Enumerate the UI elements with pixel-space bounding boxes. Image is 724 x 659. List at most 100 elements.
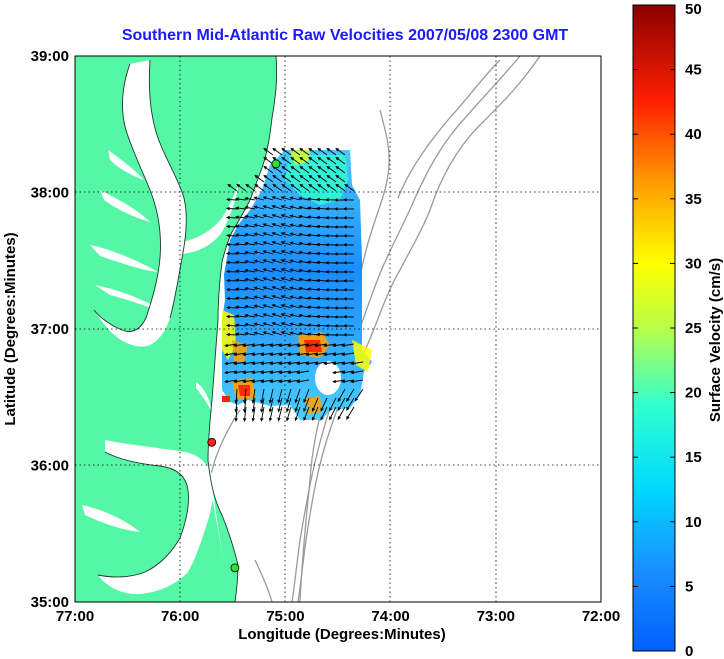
velocity-arrow bbox=[260, 361, 274, 366]
velocity-arrow bbox=[333, 324, 346, 328]
velocity-arrow bbox=[235, 242, 247, 246]
velocity-arrow bbox=[311, 397, 319, 412]
x-tick-label: 72:00 bbox=[582, 608, 620, 625]
velocity-arrow bbox=[290, 174, 301, 183]
velocity-arrow bbox=[326, 147, 337, 156]
velocity-arrow bbox=[243, 406, 247, 422]
velocity-arrow bbox=[307, 206, 319, 210]
velocity-arrow bbox=[289, 286, 301, 291]
velocity-arrow bbox=[333, 315, 346, 319]
velocity-arrow bbox=[280, 277, 292, 282]
velocity-arrow bbox=[326, 156, 337, 165]
velocity-arrow bbox=[271, 223, 283, 228]
velocity-arrow bbox=[233, 379, 247, 384]
velocity-arrow bbox=[332, 343, 346, 348]
velocity-arrow bbox=[333, 216, 346, 220]
velocity-arrow bbox=[225, 323, 238, 328]
velocity-arrow bbox=[286, 406, 292, 422]
velocity-arrow bbox=[333, 234, 346, 238]
y-tick-label: 36:00 bbox=[31, 458, 69, 475]
velocity-arrow bbox=[262, 277, 274, 282]
velocity-arrow bbox=[271, 304, 283, 309]
velocity-arrow bbox=[263, 147, 274, 156]
velocity-arrow bbox=[262, 322, 274, 327]
velocity-arrow bbox=[308, 165, 319, 174]
velocity-arrow bbox=[271, 241, 283, 246]
velocity-arrow bbox=[271, 277, 283, 282]
velocity-arrow bbox=[235, 287, 247, 291]
velocity-arrow bbox=[253, 322, 265, 327]
velocity-arrow bbox=[298, 268, 310, 273]
velocity-arrow bbox=[235, 197, 247, 201]
velocity-arrow bbox=[260, 406, 265, 422]
velocity-arrow bbox=[333, 198, 346, 202]
velocity-arrow bbox=[317, 147, 328, 156]
velocity-arrow bbox=[298, 295, 310, 300]
velocity-arrow bbox=[280, 223, 292, 228]
velocity-arrow bbox=[225, 215, 238, 220]
velocity-arrow bbox=[234, 406, 238, 422]
velocity-arrow bbox=[271, 268, 283, 273]
velocity-arrow bbox=[317, 183, 328, 192]
velocity-arrow bbox=[251, 343, 265, 348]
velocity-arrow bbox=[323, 343, 337, 348]
velocity-arrow bbox=[280, 259, 292, 264]
velocity-arrow bbox=[290, 165, 301, 174]
velocity-arrow bbox=[307, 305, 319, 309]
velocity-arrow bbox=[317, 156, 328, 165]
velocity-arrow bbox=[307, 296, 319, 300]
velocity-arrow bbox=[287, 352, 301, 357]
velocity-arrow bbox=[268, 406, 274, 422]
velocity-arrow bbox=[280, 196, 292, 201]
velocity-arrow bbox=[346, 406, 355, 420]
velocity-arrow bbox=[320, 406, 328, 421]
velocity-arrow bbox=[251, 379, 265, 384]
velocity-arrow bbox=[225, 332, 238, 337]
velocity-arrow bbox=[294, 406, 301, 422]
velocity-arrow bbox=[262, 286, 274, 291]
velocity-arrow bbox=[350, 370, 364, 375]
velocity-arrow bbox=[307, 269, 319, 273]
velocity-arrow bbox=[280, 205, 292, 210]
velocity-arrow bbox=[299, 156, 310, 165]
velocity-arrow bbox=[272, 147, 283, 156]
velocity-arrow bbox=[289, 277, 301, 282]
velocity-arrow bbox=[280, 214, 292, 219]
velocity-arrow bbox=[262, 196, 274, 201]
velocity-arrow bbox=[296, 379, 310, 384]
velocity-arrow bbox=[253, 205, 265, 210]
velocity-arrow bbox=[342, 315, 355, 319]
velocity-arrow bbox=[289, 196, 301, 201]
velocity-arrow bbox=[225, 242, 238, 247]
velocity-arrow bbox=[298, 322, 310, 327]
y-tick-label: 38:00 bbox=[31, 185, 69, 202]
velocity-vectors bbox=[224, 147, 364, 422]
velocity-arrow bbox=[271, 286, 283, 291]
velocity-arrow bbox=[289, 250, 301, 255]
velocity-arrow bbox=[314, 361, 328, 366]
velocity-arrow bbox=[244, 241, 256, 246]
coastline-lines bbox=[93, 56, 278, 602]
velocity-arrow bbox=[244, 331, 256, 336]
x-tick-label: 74:00 bbox=[371, 608, 409, 625]
velocity-arrow bbox=[342, 225, 355, 229]
velocity-arrow bbox=[341, 361, 355, 366]
y-axis-label: Latitude (Degrees:Minutes) bbox=[2, 232, 19, 425]
velocity-arrow bbox=[326, 183, 337, 192]
velocity-arrow bbox=[303, 397, 310, 413]
velocity-arrow bbox=[224, 370, 238, 375]
colorbar-tick-label: 0 bbox=[685, 643, 693, 659]
velocity-arrow bbox=[271, 322, 283, 327]
grid-lines bbox=[75, 56, 601, 602]
x-tick-label: 73:00 bbox=[477, 608, 515, 625]
velocity-arrow bbox=[244, 304, 256, 309]
velocity-arrow bbox=[299, 183, 310, 192]
velocity-arrow bbox=[262, 268, 274, 273]
velocity-arrow bbox=[251, 388, 256, 404]
velocity-arrow bbox=[342, 333, 355, 337]
velocity-arrow bbox=[329, 406, 337, 421]
velocity-arrow bbox=[244, 313, 256, 318]
colorbar-tick-label: 40 bbox=[685, 126, 702, 143]
